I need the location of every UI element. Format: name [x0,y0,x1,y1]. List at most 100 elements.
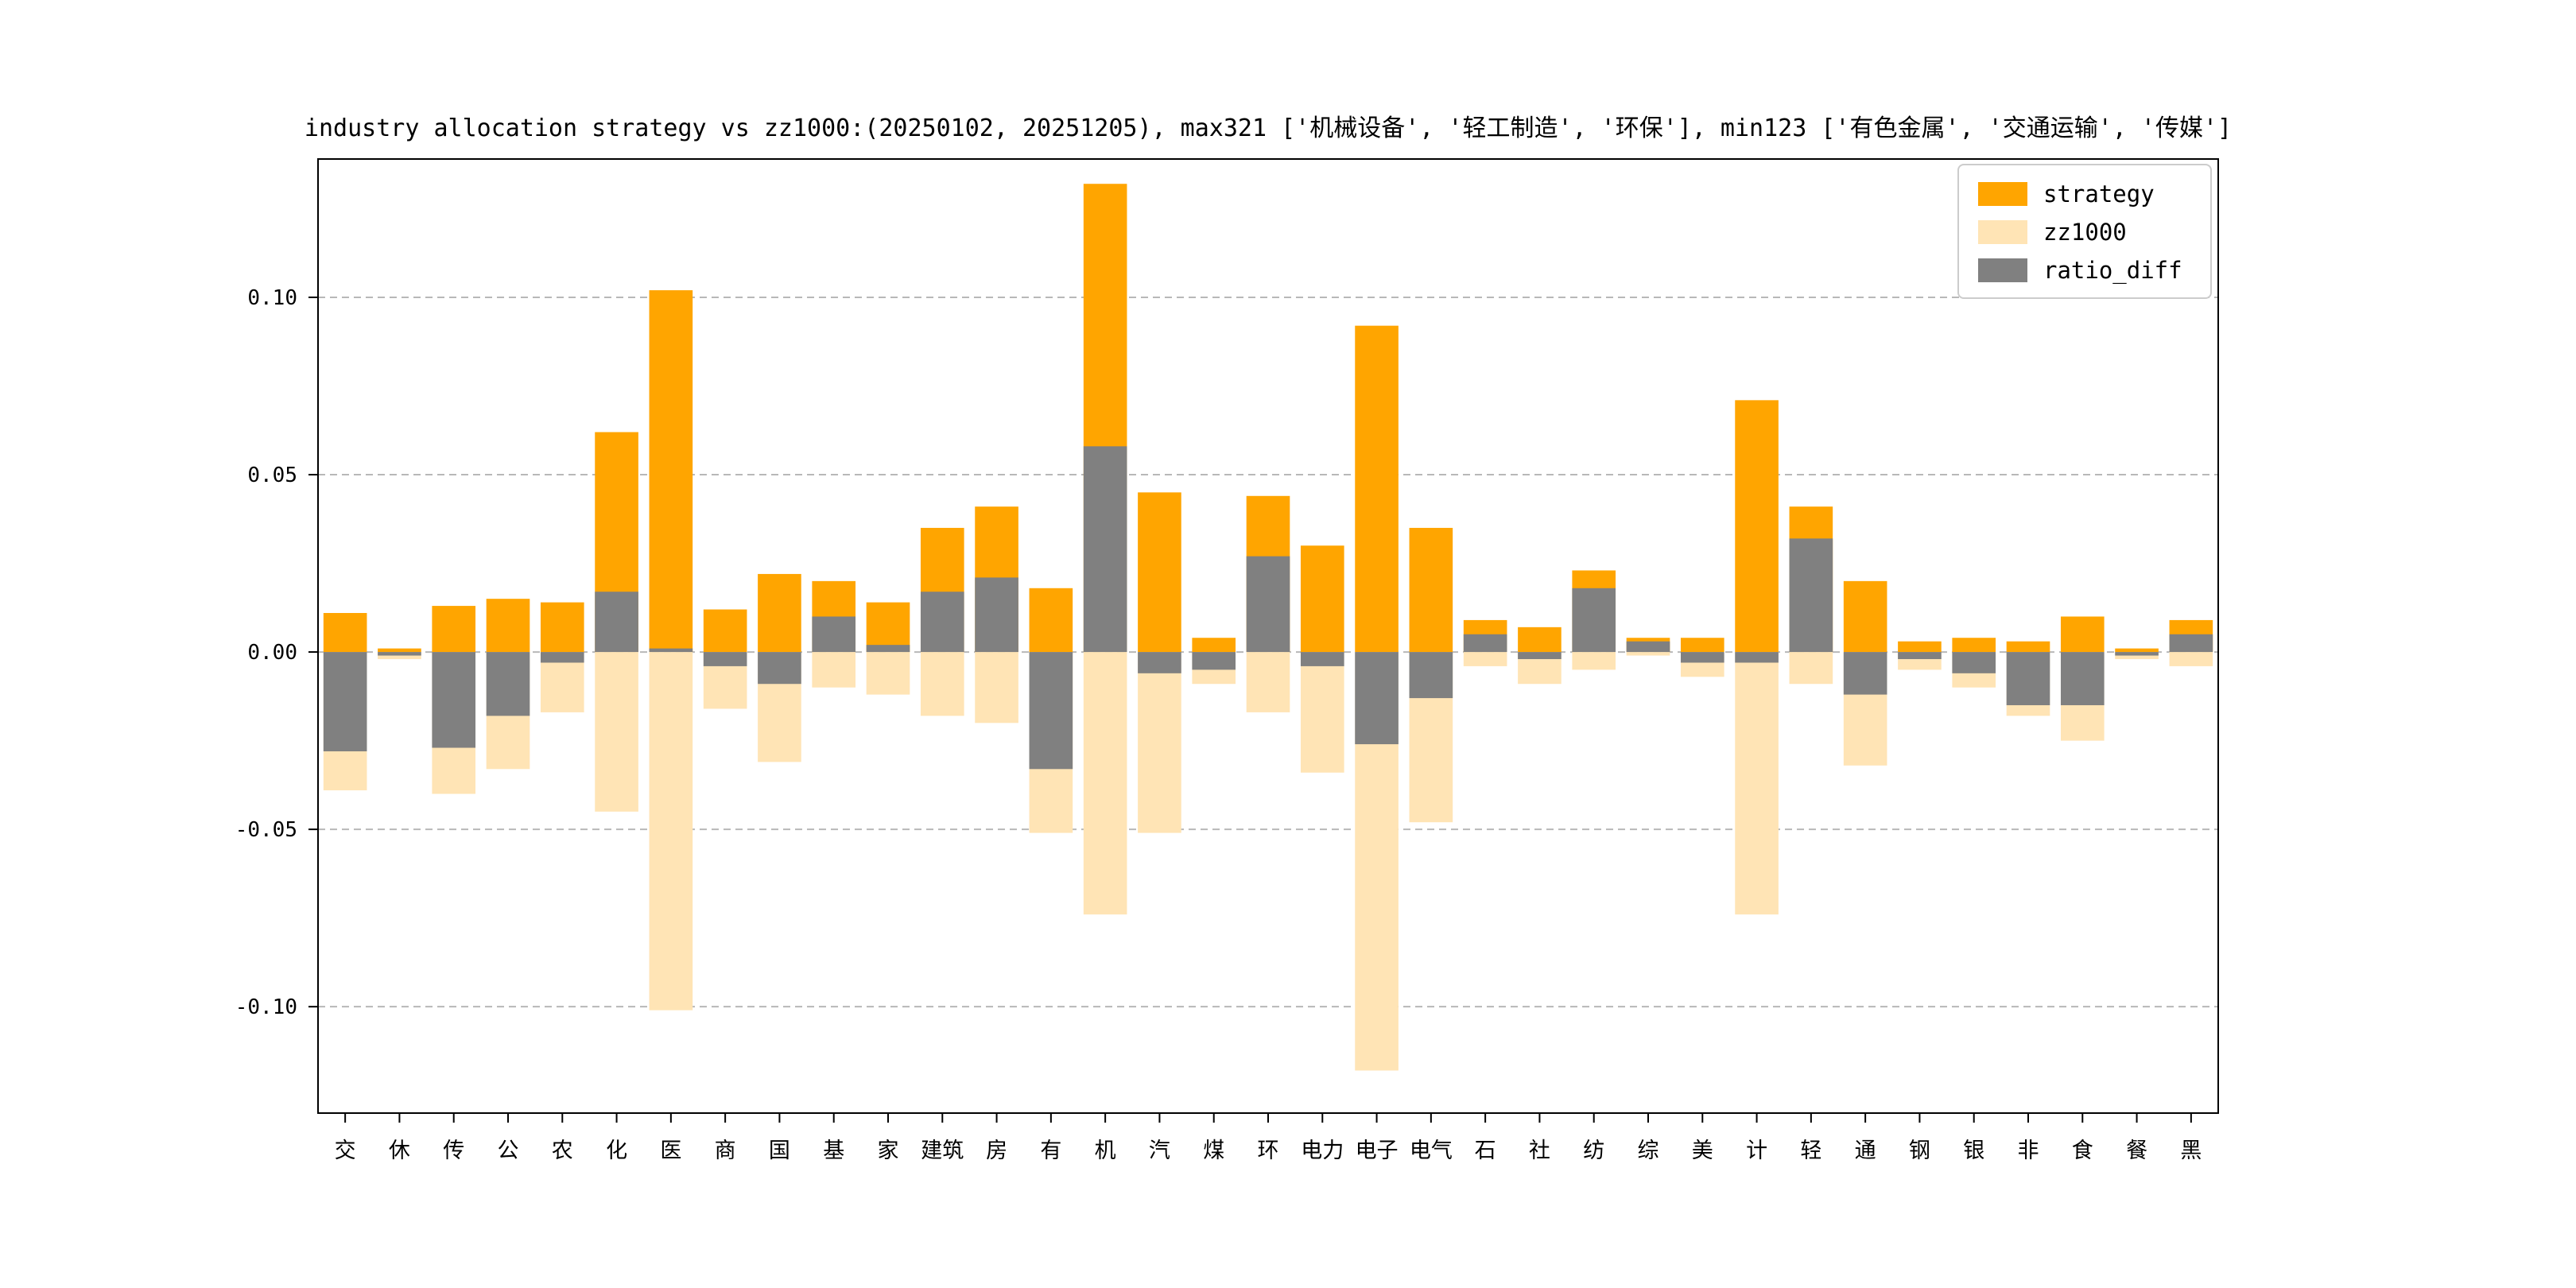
x-tick-label: 食 [2072,1139,2093,1163]
bar-strategy [486,599,530,653]
x-tick-label: 计 [1746,1139,1767,1163]
bar-zz1000 [1463,652,1507,666]
bar-zz1000 [595,652,638,812]
bar-ratio_diff [1409,652,1453,699]
bar-ratio_diff [2060,652,2105,705]
bar-ratio_diff [1952,652,1996,673]
y-tick-label: -0.10 [235,995,297,1019]
x-tick-label: 国 [769,1139,790,1163]
bar-ratio_diff [1789,538,1833,653]
bar-ratio_diff [1735,652,1779,663]
x-tick-label: 环 [1258,1139,1279,1163]
bar-strategy [703,609,747,653]
bar-ratio_diff [649,648,693,653]
x-tick-label: 社 [1529,1139,1550,1163]
x-tick-label: 石 [1475,1139,1496,1163]
x-tick-label: 非 [2018,1139,2039,1163]
bar-ratio_diff [540,652,584,663]
bar-ratio_diff [1083,446,1127,653]
bar-ratio_diff [1518,652,1562,659]
bar-zz1000 [2169,652,2213,666]
bar-zz1000 [920,652,964,716]
bar-ratio_diff [975,577,1018,653]
bar-strategy [323,613,367,653]
bar-strategy [649,290,693,653]
bar-strategy [1138,492,1181,653]
chart-legend: strategy zz1000 ratio_diff [1957,164,2212,299]
x-tick-label: 电气 [1410,1139,1453,1163]
x-tick-label: 交 [335,1139,356,1163]
x-tick-label: 建筑 [921,1139,964,1163]
bar-strategy [540,602,584,653]
bar-strategy [378,648,421,653]
x-tick-label: 电子 [1356,1139,1399,1163]
bar-strategy [758,573,801,653]
x-tick-label: 汽 [1149,1139,1170,1163]
bar-zz1000 [866,652,910,695]
x-tick-label: 医 [660,1139,681,1163]
bar-strategy [1518,627,1562,653]
bar-ratio_diff [432,652,476,748]
x-tick-label: 传 [443,1139,464,1163]
x-tick-label: 公 [498,1139,519,1163]
bar-ratio_diff [323,652,367,751]
legend-swatch-strategy [1978,182,2027,206]
bar-ratio_diff [1300,652,1344,666]
x-tick-label: 钢 [1909,1139,1930,1163]
bar-ratio_diff [2115,652,2159,656]
bar-ratio_diff [1572,588,1616,653]
bar-ratio_diff [1680,652,1724,663]
legend-label-strategy: strategy [2043,180,2155,208]
bar-ratio_diff [1246,556,1290,653]
bar-ratio_diff [812,616,856,653]
bar-strategy [1735,400,1779,653]
bar-ratio_diff [1626,641,1670,653]
x-tick-label: 电力 [1301,1139,1344,1163]
bar-ratio_diff [1192,652,1236,670]
x-tick-label: 化 [606,1139,627,1163]
legend-item-zz1000: zz1000 [1959,213,2210,251]
bar-ratio_diff [2169,634,2213,653]
bar-strategy [2060,616,2105,653]
bar-ratio_diff [1138,652,1181,673]
bar-strategy [1409,527,1453,653]
bar-strategy [1898,641,1942,653]
bar-zz1000 [1246,652,1290,712]
bar-ratio_diff [703,652,747,666]
bar-ratio_diff [758,652,801,685]
x-tick-label: 煤 [1203,1139,1224,1163]
x-tick-label: 基 [823,1139,844,1163]
bar-strategy [1355,325,1399,653]
bar-ratio_diff [1355,652,1399,745]
bar-zz1000 [1138,652,1181,833]
legend-label-ratio-diff: ratio_diff [2043,257,2182,284]
bar-zz1000 [1572,652,1616,670]
x-tick-label: 家 [878,1139,899,1163]
y-tick-label: 0.10 [247,286,297,310]
x-tick-label: 农 [552,1139,573,1163]
bar-ratio_diff [920,592,964,653]
bar-ratio_diff [1898,652,1942,659]
bar-ratio_diff [2006,652,2050,705]
y-tick-label: -0.05 [235,818,297,842]
bar-strategy [432,606,476,653]
x-tick-label: 通 [1855,1139,1876,1163]
bar-zz1000 [1083,652,1127,915]
bar-ratio_diff [378,652,421,656]
bar-zz1000 [1735,652,1779,915]
bar-strategy [1843,580,1887,653]
bar-zz1000 [649,652,693,1011]
bar-zz1000 [1300,652,1344,773]
bar-ratio_diff [1843,652,1887,695]
x-tick-label: 美 [1692,1139,1713,1163]
x-tick-label: 商 [715,1139,736,1163]
x-tick-label: 黑 [2180,1139,2202,1163]
bar-ratio_diff [486,652,530,716]
bar-strategy [1192,638,1236,653]
legend-swatch-ratio-diff [1978,258,2027,282]
bar-ratio_diff [1029,652,1073,770]
x-tick-label: 房 [986,1139,1007,1163]
x-tick-label: 银 [1963,1139,1984,1163]
